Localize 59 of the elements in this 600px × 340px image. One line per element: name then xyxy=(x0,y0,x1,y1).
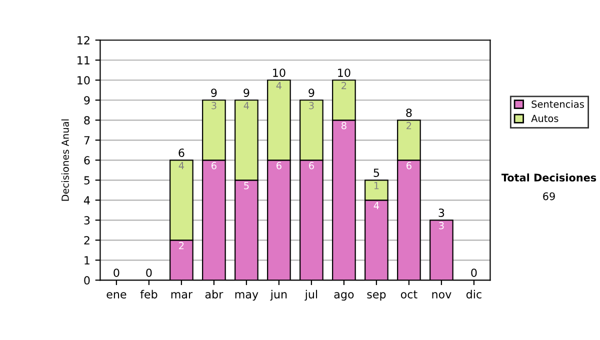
x-tick-label: jul xyxy=(304,290,318,301)
text: 69 xyxy=(543,192,555,200)
legend-label: Autos xyxy=(531,114,558,122)
y-tick-label: 5 xyxy=(84,176,90,185)
total-label: 10 xyxy=(338,68,350,77)
x-tick-label: sep xyxy=(367,292,386,301)
data-label: 3 xyxy=(309,102,314,110)
total-label: 0 xyxy=(146,268,152,278)
y-tick-label: 1 xyxy=(84,256,90,264)
y-tick-label: 9 xyxy=(84,96,90,105)
x-tick-label: nov xyxy=(432,292,452,298)
y-tick-label: 6 xyxy=(84,156,90,165)
data-label: 4 xyxy=(244,102,249,110)
legend-label: Sentencias xyxy=(532,100,584,108)
y-tick-label: 11 xyxy=(78,56,90,64)
y-tick-label: 2 xyxy=(84,236,90,244)
data-label: 4 xyxy=(374,202,379,210)
total-label: 9 xyxy=(244,88,250,97)
data-label: 4 xyxy=(276,82,282,90)
text: Total Decisiones xyxy=(501,173,596,182)
y-tick-label: 0 xyxy=(84,276,90,285)
data-label: 4 xyxy=(178,162,184,170)
x-tick-label: feb xyxy=(140,290,158,298)
total-label: 0 xyxy=(471,268,477,278)
y-tick-label: 12 xyxy=(78,36,90,44)
total-label: 10 xyxy=(273,68,286,77)
x-tick-label: jun xyxy=(270,290,287,301)
x-tick-label: dic xyxy=(466,290,482,298)
total-label: 8 xyxy=(406,108,412,117)
y-tick-label: 4 xyxy=(84,196,90,204)
total-label: 6 xyxy=(178,148,184,157)
data-label: 6 xyxy=(212,162,216,170)
total-label: 5 xyxy=(374,168,380,177)
data-label: 6 xyxy=(309,162,314,170)
data-label: 6 xyxy=(406,162,412,170)
data-label: 2 xyxy=(179,242,184,250)
total-label: 9 xyxy=(308,88,314,97)
data-label: 6 xyxy=(276,162,282,170)
x-tick-label: may xyxy=(235,292,258,301)
x-tick-label: oct xyxy=(400,290,418,298)
data-label: 5 xyxy=(244,182,249,190)
x-tick-label: ene xyxy=(106,292,126,298)
y-tick-label: 3 xyxy=(84,216,90,225)
y-tick-label: 7 xyxy=(84,136,90,144)
x-tick-label: ago xyxy=(334,292,354,301)
total-label: 0 xyxy=(114,268,120,278)
data-label: 2 xyxy=(406,122,412,130)
y-axis-title: Decisiones Anual xyxy=(61,119,69,201)
total-label: 3 xyxy=(438,208,444,217)
data-label: 2 xyxy=(342,82,346,90)
y-tick-label: 10 xyxy=(78,76,90,85)
x-tick-label: mar xyxy=(171,292,193,298)
total-label: 9 xyxy=(211,88,217,97)
x-tick-label: abr xyxy=(205,290,224,298)
data-label: 8 xyxy=(342,122,346,130)
data-label: 3 xyxy=(212,102,216,110)
data-label: 3 xyxy=(439,222,444,230)
data-label: 1 xyxy=(374,182,379,190)
y-tick-label: 8 xyxy=(84,116,90,125)
